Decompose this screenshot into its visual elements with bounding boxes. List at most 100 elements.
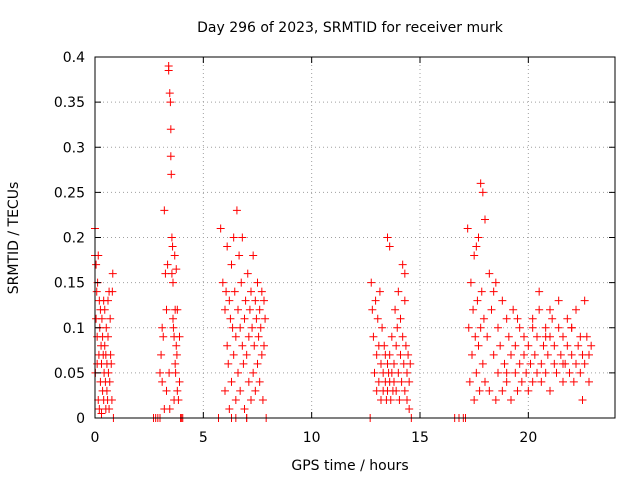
data-point bbox=[565, 368, 574, 377]
y-tick-label: 0.3 bbox=[63, 140, 85, 156]
data-point bbox=[552, 368, 561, 377]
data-point bbox=[475, 386, 484, 395]
y-tick-label: 0.15 bbox=[54, 276, 85, 292]
data-point bbox=[216, 224, 225, 233]
data-point bbox=[107, 395, 116, 404]
data-point bbox=[563, 341, 572, 350]
data-point bbox=[485, 386, 494, 395]
data-point bbox=[372, 350, 381, 359]
data-point bbox=[502, 368, 511, 377]
data-point bbox=[574, 341, 583, 350]
data-point bbox=[167, 269, 176, 278]
data-point bbox=[165, 89, 174, 98]
data-point bbox=[260, 296, 268, 305]
data-point bbox=[400, 269, 409, 278]
data-point bbox=[481, 215, 489, 224]
data-point bbox=[172, 265, 181, 274]
data-point bbox=[170, 251, 179, 260]
data-point bbox=[166, 98, 175, 107]
data-point bbox=[100, 305, 109, 314]
data-point bbox=[371, 296, 380, 305]
data-point bbox=[489, 287, 498, 296]
x-tick-label: 0 bbox=[91, 430, 100, 446]
data-point bbox=[92, 260, 101, 269]
data-point bbox=[580, 359, 589, 368]
data-point bbox=[173, 386, 182, 395]
data-point bbox=[221, 386, 229, 395]
data-point bbox=[238, 233, 247, 242]
data-point bbox=[234, 368, 242, 377]
data-point bbox=[157, 350, 166, 359]
data-point bbox=[375, 287, 384, 296]
data-point bbox=[548, 314, 557, 323]
data-point bbox=[166, 152, 175, 161]
data-point bbox=[468, 350, 476, 359]
data-point bbox=[108, 269, 117, 278]
data-point bbox=[257, 350, 266, 359]
data-point bbox=[405, 377, 414, 386]
data-point bbox=[403, 368, 411, 377]
data-point bbox=[254, 332, 263, 341]
data-point bbox=[474, 233, 483, 242]
data-point bbox=[576, 368, 585, 377]
data-point bbox=[104, 332, 112, 341]
data-point bbox=[230, 287, 239, 296]
data-point bbox=[231, 332, 240, 341]
chart-title: Day 296 of 2023, SRMTID for receiver mur… bbox=[197, 20, 504, 36]
data-point bbox=[235, 251, 244, 260]
data-point bbox=[244, 377, 253, 386]
data-point bbox=[554, 296, 563, 305]
data-point bbox=[257, 287, 266, 296]
data-point bbox=[256, 323, 265, 332]
data-point bbox=[173, 305, 182, 314]
data-point bbox=[370, 368, 379, 377]
data-point bbox=[97, 314, 106, 323]
data-point bbox=[394, 368, 403, 377]
data-point bbox=[169, 314, 177, 323]
data-point bbox=[535, 287, 544, 296]
data-point bbox=[563, 314, 572, 323]
data-point bbox=[554, 323, 563, 332]
data-point bbox=[528, 314, 537, 323]
data-point bbox=[222, 287, 231, 296]
data-point bbox=[237, 278, 246, 287]
y-tick-label: 0 bbox=[76, 411, 85, 427]
data-point bbox=[481, 377, 489, 386]
data-point bbox=[162, 305, 171, 314]
data-point bbox=[244, 332, 253, 341]
data-point bbox=[236, 323, 245, 332]
data-point bbox=[398, 260, 407, 269]
data-point bbox=[223, 242, 232, 251]
data-point bbox=[478, 359, 487, 368]
data-point bbox=[105, 377, 114, 386]
data-point bbox=[396, 314, 405, 323]
data-point bbox=[158, 377, 167, 386]
data-point bbox=[400, 386, 409, 395]
data-point bbox=[533, 368, 541, 377]
data-point bbox=[550, 341, 559, 350]
data-point bbox=[106, 314, 115, 323]
data-point bbox=[572, 359, 580, 368]
data-point bbox=[585, 350, 593, 359]
data-point bbox=[472, 368, 481, 377]
data-point bbox=[520, 350, 528, 359]
data-point bbox=[245, 305, 254, 314]
data-point bbox=[159, 332, 168, 341]
data-point bbox=[167, 233, 176, 242]
data-point bbox=[483, 332, 492, 341]
data-point bbox=[393, 323, 402, 332]
data-point bbox=[163, 260, 172, 269]
data-point bbox=[223, 341, 232, 350]
data-point bbox=[247, 395, 255, 404]
data-point bbox=[404, 350, 413, 359]
data-point bbox=[92, 287, 101, 296]
data-point bbox=[578, 395, 587, 404]
data-point bbox=[378, 323, 387, 332]
data-point bbox=[172, 350, 181, 359]
data-point bbox=[165, 404, 174, 413]
y-tick-label: 0.2 bbox=[63, 231, 85, 247]
data-point bbox=[502, 377, 511, 386]
data-point bbox=[491, 395, 500, 404]
data-point bbox=[391, 305, 400, 314]
data-point bbox=[494, 368, 502, 377]
